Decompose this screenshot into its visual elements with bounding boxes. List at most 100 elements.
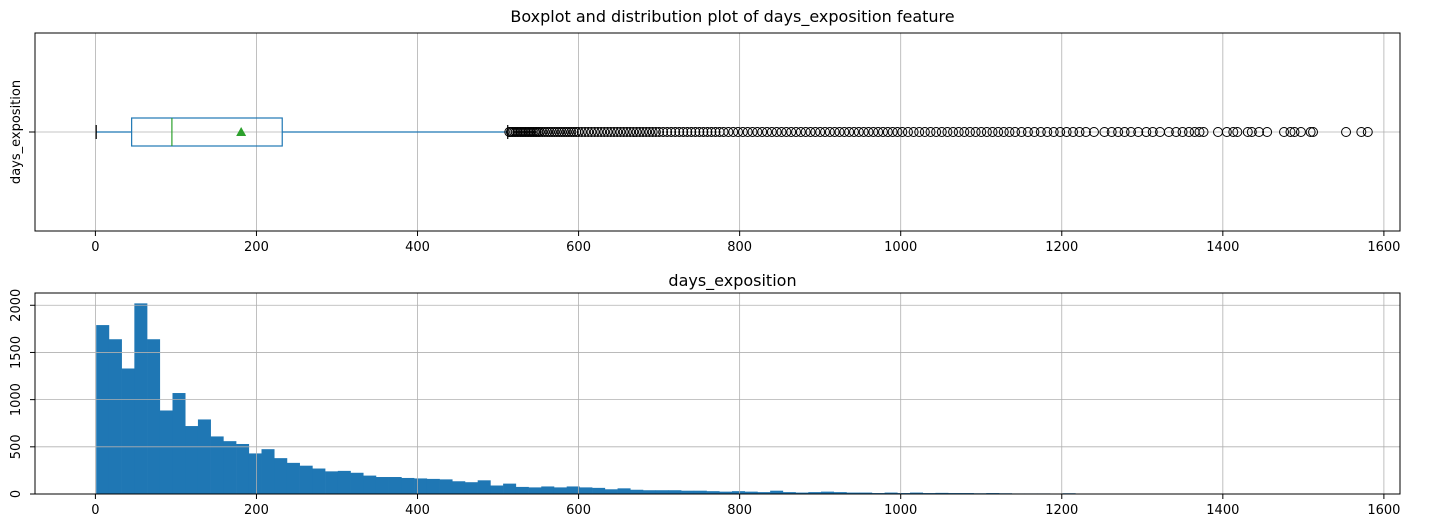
boxplot-outlier-point xyxy=(615,127,626,137)
histogram-y-ticks: 0 500 1000 1500 2000 xyxy=(9,289,35,498)
histogram-bar xyxy=(604,489,618,494)
histogram-bar xyxy=(541,486,555,494)
histogram-bar xyxy=(464,482,478,494)
boxplot-outlier-point xyxy=(621,127,632,137)
histogram-bar xyxy=(884,492,898,494)
histogram-bar xyxy=(426,478,440,494)
boxplot-outlier-point xyxy=(589,127,600,137)
boxplot-outlier-point xyxy=(800,127,811,137)
boxplot-outlier-point xyxy=(849,127,859,137)
boxplot-outlier-point xyxy=(599,127,610,137)
boxplot-outlier-point xyxy=(805,127,816,137)
boxplot-x-tick-label: 400 xyxy=(405,240,430,255)
boxplot-outlier-point xyxy=(537,127,548,137)
boxplot-outlier-point xyxy=(839,127,850,137)
boxplot-panel: Boxplot and distribution plot of days_ex… xyxy=(9,7,1401,255)
histogram-bar xyxy=(363,475,377,494)
boxplot-outlier-point xyxy=(718,127,729,137)
boxplot-outlier-point xyxy=(674,127,685,137)
boxplot-outlier-point xyxy=(686,127,697,137)
boxplot-x-tick-label: 1000 xyxy=(884,240,917,255)
histogram-bar xyxy=(935,492,949,494)
boxplot-outlier-point xyxy=(824,127,835,137)
boxplot-outlier-point xyxy=(1022,127,1033,137)
boxplot-plot-frame xyxy=(34,32,1401,232)
histogram-bar xyxy=(159,410,173,494)
histogram-x-tick-label: 1400 xyxy=(1206,503,1239,518)
boxplot-outlier-point xyxy=(1074,127,1085,137)
boxplot-outlier-point xyxy=(728,127,739,137)
boxplot-outlier-point xyxy=(1198,127,1209,137)
boxplot-box xyxy=(131,117,283,147)
boxplot-outlier-point xyxy=(702,127,713,137)
boxplot-outlier-point xyxy=(762,127,773,137)
histogram-plot-frame xyxy=(34,292,1401,495)
histogram-bar xyxy=(299,465,313,494)
histogram-panel: days_exposition 0 200 400 600 800 1000 1200 140… xyxy=(9,271,1401,518)
histogram-bar xyxy=(248,453,262,494)
histogram-bar xyxy=(744,491,758,494)
histogram-bar xyxy=(350,472,364,494)
histogram-bar xyxy=(528,487,542,494)
boxplot-outlier-point xyxy=(1242,127,1253,137)
boxplot-mean-marker xyxy=(236,127,247,136)
boxplot-outlier-point xyxy=(887,127,898,137)
histogram-bar xyxy=(414,478,428,494)
histogram-bar xyxy=(808,492,822,494)
boxplot-outlier-point xyxy=(580,127,591,137)
boxplot-outlier-point xyxy=(618,127,629,137)
boxplot-outlier-point xyxy=(631,127,642,137)
boxplot-outlier-point xyxy=(544,127,555,137)
boxplot-outlier-point xyxy=(1055,127,1066,137)
histogram-x-tick-label: 400 xyxy=(405,503,430,518)
histogram-y-tick-label: 0 xyxy=(9,490,24,498)
boxplot-outlier-point xyxy=(1141,127,1152,137)
boxplot-outlier-point xyxy=(795,127,806,137)
boxplot-outlier-point xyxy=(654,127,665,137)
boxplot-outlier-point xyxy=(1004,127,1015,137)
histogram-bar xyxy=(833,492,847,494)
boxplot-outlier-point xyxy=(602,127,613,137)
histogram-y-tick-label: 1500 xyxy=(9,336,24,369)
histogram-x-tick-label: 600 xyxy=(566,503,591,518)
histogram-bar xyxy=(655,490,669,494)
boxplot-outlier-point xyxy=(542,127,553,137)
boxplot-outlier-point xyxy=(554,127,565,137)
boxplot-outlier-point xyxy=(1133,127,1144,137)
boxplot-outlier-point xyxy=(1279,127,1290,137)
histogram-bar xyxy=(795,492,809,494)
boxplot-outlier-point xyxy=(561,127,572,137)
histogram-bar xyxy=(134,303,148,494)
histogram-bar xyxy=(108,339,122,494)
histogram-bar xyxy=(515,486,529,494)
boxplot-outlier-point xyxy=(534,127,545,137)
boxplot-outlier-point xyxy=(1362,127,1373,137)
boxplot-outlier-point xyxy=(942,127,953,137)
boxplot-outlier-point xyxy=(539,127,550,137)
boxplot-outlier-point xyxy=(970,127,981,137)
histogram-bar xyxy=(821,491,835,494)
histogram-bar xyxy=(706,491,720,494)
boxplot-outlier-point xyxy=(1068,127,1079,137)
histogram-x-tick-label: 0 xyxy=(91,503,99,518)
histogram-bar xyxy=(782,492,796,494)
boxplot-outlier-point xyxy=(1295,127,1306,137)
boxplot-outlier-point xyxy=(573,127,584,137)
boxplot-outlier-point xyxy=(634,127,645,137)
histogram-bar xyxy=(490,485,504,494)
boxplot-outlier-point xyxy=(662,127,673,137)
boxplot-x-ticks: 0 200 400 600 800 1000 1200 1400 1600 xyxy=(91,231,1400,255)
boxplot-outlier-point xyxy=(752,127,763,137)
boxplot-outlier-point xyxy=(641,127,652,137)
boxplot-outlier-point xyxy=(1035,127,1046,137)
boxplot-outlier-point xyxy=(1061,127,1072,137)
boxplot-outlier-point xyxy=(1042,127,1053,137)
boxplot-outlier-point xyxy=(638,127,649,137)
boxplot-outlier-point xyxy=(877,127,888,137)
boxplot-outlier-point xyxy=(1088,127,1099,137)
histogram-bar xyxy=(401,477,415,494)
histogram-bars xyxy=(96,303,1369,494)
boxplot-outlier-point xyxy=(757,127,768,137)
boxplot-outlier-point xyxy=(776,127,787,137)
